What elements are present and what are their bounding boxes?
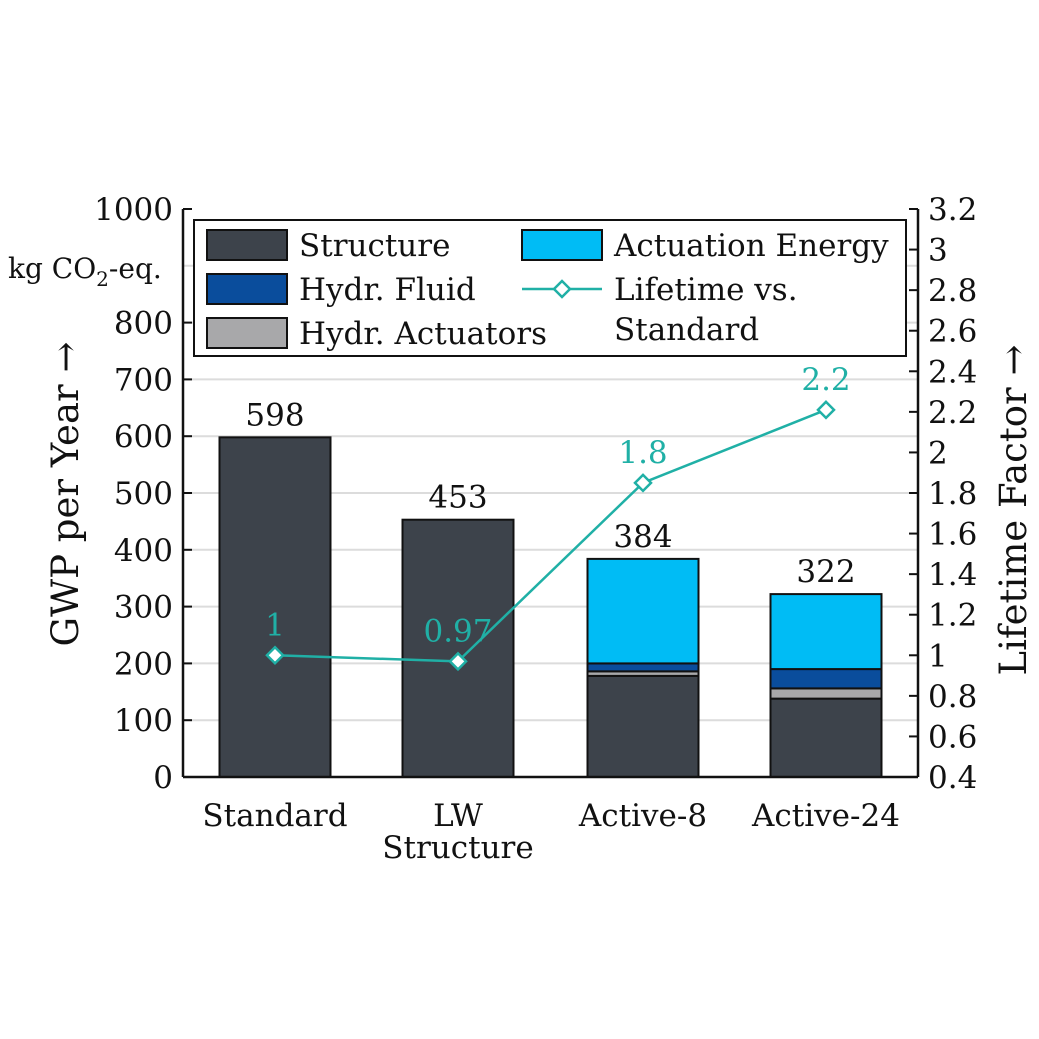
y-tick-label: 500 [114, 476, 173, 512]
y-tick-label: 0 [153, 760, 173, 796]
x-tick-label-standard: Standard [202, 798, 347, 834]
lifetime-value-label: 1.8 [618, 435, 667, 471]
y2-tick-label: 2.6 [928, 314, 977, 350]
legend-label-lifetime-vs-standard: Lifetime vs. [614, 272, 798, 308]
y-tick-label: 800 [114, 306, 173, 342]
legend-swatch-hydr-actuators [206, 317, 288, 349]
bar-actuation-energy-active-8 [586, 557, 700, 665]
legend-swatch-marker [552, 279, 572, 299]
bar-hydr-actuators-active-24 [769, 687, 883, 700]
y2-tick-label: 3.2 [928, 192, 977, 228]
y2-tick-label: 2.8 [928, 273, 977, 309]
bar-structure-active-8 [586, 674, 700, 778]
y-tick-label: 200 [114, 646, 173, 682]
bar-structure-standard [218, 436, 332, 778]
bar-hydr-fluid-active-8 [586, 662, 700, 673]
legend-swatch-actuation-energy [521, 229, 603, 261]
y2-tick-label: 1.6 [928, 517, 977, 553]
x-tick-label-active-24: Active-24 [751, 798, 900, 834]
bar-structure-active-24 [769, 697, 883, 779]
y2-tick-label: 2.2 [928, 395, 977, 431]
bars [218, 436, 883, 779]
legend-swatch-hydr-fluid [206, 273, 288, 305]
x-tick-label-active-8: Active-8 [578, 798, 707, 834]
lifetime-marker-active-24 [816, 400, 836, 420]
y2-tick-label: 3 [928, 233, 948, 269]
total-label-active-8: 384 [613, 519, 672, 555]
lifetime-marker-active-8 [633, 473, 653, 493]
y2-tick-label: 2.4 [928, 354, 977, 390]
legend-label-hydr-fluid: Hydr. Fluid [299, 272, 476, 308]
data-labels: 598 453 384 322 [245, 397, 855, 590]
y2-tick-label: 1.8 [928, 476, 977, 512]
y-tick-label: 400 [114, 533, 173, 569]
lifetime-value-label: 2.2 [801, 362, 850, 398]
total-label-standard: 598 [245, 397, 304, 433]
lifetime-marker-standard [265, 645, 285, 666]
y-tick-label: 700 [114, 362, 173, 398]
y2-axis-title: Lifetime Factor → [992, 345, 1035, 676]
y-tick-label: 600 [114, 419, 173, 455]
legend-label-structure: Structure [299, 228, 450, 264]
lifetime-value-label: 1 [265, 607, 285, 643]
bar-hydr-fluid-active-24 [769, 668, 883, 690]
y2-tick-label: 0.4 [928, 760, 977, 796]
axes: 0 100 200 300 400 500 600 700 800 1000 kg CO2-eq. 0… [8, 192, 1035, 866]
total-label-lw-structure: 453 [428, 480, 487, 516]
y2-tick-label: 2 [928, 435, 948, 471]
y-unit-label: kg CO2-eq. [8, 252, 162, 291]
y-axis-title: GWP per Year → [44, 342, 87, 647]
lifetime-line: 1 0.97 1.8 2.2 [265, 362, 851, 672]
legend-label-hydr-actuators: Hydr. Actuators [299, 316, 547, 352]
y2-tick-label: 1.2 [928, 598, 977, 634]
lifetime-polyline [274, 408, 827, 663]
y2-tick-label: 0.6 [928, 719, 977, 755]
y-tick-label: 300 [114, 590, 173, 626]
x-tick-label-lw-structure: LW [433, 798, 483, 834]
legend-label-actuation-energy: Actuation Energy [613, 228, 889, 264]
y-tick-label: 100 [114, 703, 173, 739]
x-tick-label-lw-structure: Structure [382, 830, 533, 866]
y2-tick-label: 0.8 [928, 679, 977, 715]
lifetime-value-label: 0.97 [423, 613, 492, 649]
lifetime-marker-lw-structure [448, 651, 468, 672]
legend-label-lifetime-vs-standard: Standard [614, 312, 759, 348]
y-tick-label: 1000 [94, 192, 173, 228]
total-label-active-24: 322 [796, 554, 855, 590]
y2-tick-label: 1 [928, 638, 948, 674]
y2-tick-label: 1.4 [928, 557, 977, 593]
legend: Structure Actuation Energy Hydr. Fluid Life… [193, 219, 907, 357]
bar-actuation-energy-active-24 [769, 593, 883, 671]
legend-swatch-structure [206, 229, 288, 261]
